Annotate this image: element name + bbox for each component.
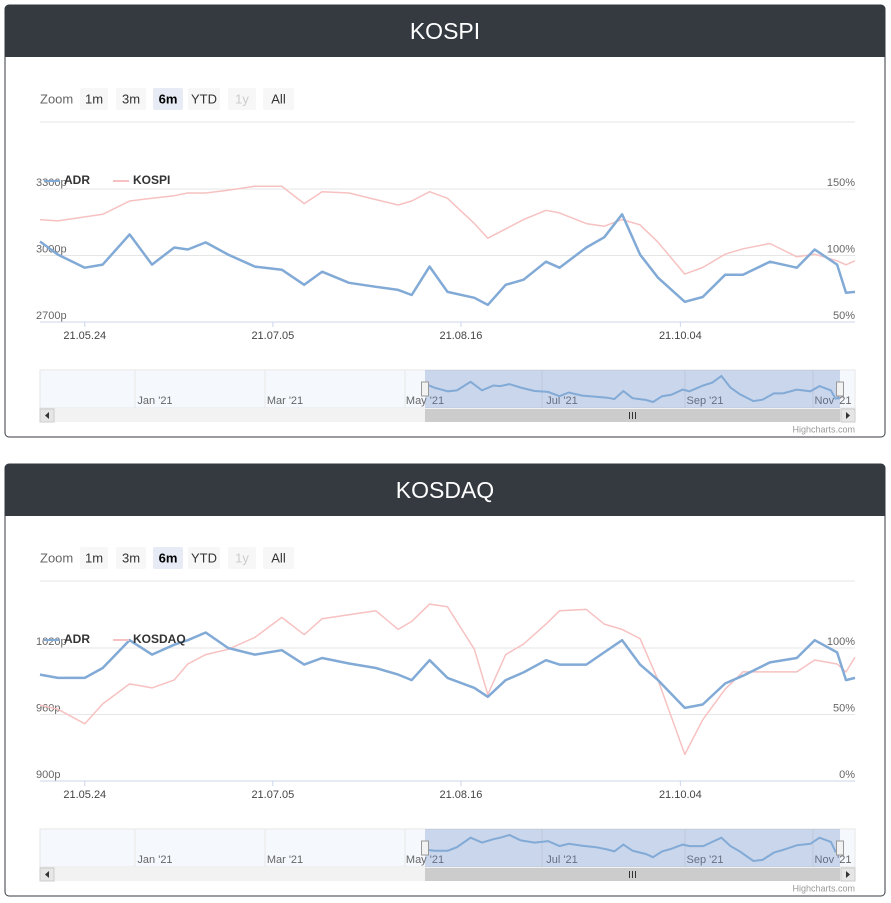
zoom-button[interactable] [116, 547, 146, 569]
zoom-label: Zoom [40, 91, 73, 106]
x-tick-label: 21.10.04 [659, 789, 702, 801]
zoom-button[interactable] [80, 547, 108, 569]
zoom-button-label: All [271, 550, 286, 565]
series-line [39, 213, 856, 307]
zoom-button [228, 547, 256, 569]
x-tick-label: 21.05.24 [63, 330, 106, 342]
zoom-button-label: 3m [122, 550, 140, 565]
y2-tick-label: 100% [827, 243, 855, 255]
navigator-label: Mar '21 [267, 854, 303, 866]
panel-title: KOSDAQ [396, 477, 494, 503]
zoom-button [228, 88, 256, 110]
zoom-button[interactable] [188, 88, 220, 110]
y2-tick-label: 50% [833, 702, 855, 714]
zoom-button-label: 1y [235, 550, 249, 565]
navigator-selection[interactable] [425, 370, 840, 408]
zoom-button-label: 6m [159, 91, 178, 106]
y2-tick-label: 50% [833, 310, 855, 322]
navigator-label: Jan '21 [137, 854, 172, 866]
series-line [39, 185, 856, 275]
legend-label[interactable]: ADR [64, 632, 90, 646]
navigator-label: Nov '21 [815, 854, 852, 866]
navigator-handle[interactable] [836, 840, 844, 856]
panel-title: KOSPI [410, 18, 480, 44]
zoom-button-label: 1m [85, 91, 103, 106]
x-tick-label: 21.05.24 [63, 789, 106, 801]
y2-tick-label: 0% [839, 769, 855, 781]
navigator-label: Jan '21 [137, 395, 172, 407]
navigator-handle[interactable] [836, 381, 844, 397]
scrollbar-arrow [846, 412, 850, 419]
x-tick-label: 21.10.04 [659, 330, 702, 342]
zoom-button-label: YTD [191, 91, 217, 106]
y2-tick-label: 100% [827, 636, 855, 648]
zoom-button-label: 1y [235, 91, 249, 106]
zoom-button[interactable] [116, 88, 146, 110]
y-tick-label: 1020p [36, 636, 67, 648]
navigator-label: Jul '21 [546, 854, 577, 866]
x-tick-label: 21.08.16 [440, 330, 483, 342]
navigator-selection[interactable] [425, 829, 840, 867]
y2-tick-label: 150% [827, 177, 855, 189]
zoom-button-label: YTD [191, 550, 217, 565]
navigator-label: Jul '21 [546, 395, 577, 407]
navigator-label: May '21 [406, 854, 444, 866]
series-line [39, 631, 856, 710]
scrollbar-arrow [45, 412, 49, 419]
zoom-label: Zoom [40, 550, 73, 565]
navigator-label: Mar '21 [267, 395, 303, 407]
zoom-button-label: All [271, 91, 286, 106]
zoom-button-label: 3m [122, 91, 140, 106]
y-tick-label: 3300p [36, 177, 67, 189]
credits[interactable]: Highcharts.com [792, 883, 855, 893]
zoom-button[interactable] [80, 88, 108, 110]
x-tick-label: 21.07.05 [251, 330, 294, 342]
navigator-label: Nov '21 [815, 395, 852, 407]
scrollbar-arrow [846, 871, 850, 878]
panel-header [5, 464, 885, 516]
navigator-label: May '21 [406, 395, 444, 407]
zoom-button-label: 6m [159, 550, 178, 565]
navigator-label: Sep '21 [687, 854, 724, 866]
series-line [39, 603, 856, 756]
zoom-button[interactable] [263, 547, 294, 569]
legend-label[interactable]: ADR [64, 173, 90, 187]
scrollbar-grip [629, 412, 636, 419]
navigator-line [424, 833, 841, 863]
credits[interactable]: Highcharts.com [792, 424, 855, 434]
x-tick-label: 21.08.16 [440, 789, 483, 801]
zoom-button[interactable] [153, 88, 183, 110]
legend-label[interactable]: KOSPI [133, 173, 170, 187]
navigator [39, 828, 856, 868]
navigator [39, 369, 856, 409]
zoom-button[interactable] [153, 547, 183, 569]
y-tick-label: 900p [36, 769, 60, 781]
x-tick-label: 21.07.05 [251, 789, 294, 801]
zoom-button-label: 1m [85, 550, 103, 565]
navigator-handle[interactable] [421, 840, 429, 856]
y-tick-label: 2700p [36, 310, 67, 322]
zoom-button[interactable] [188, 547, 220, 569]
zoom-button[interactable] [263, 88, 294, 110]
legend-label[interactable]: KOSDAQ [133, 632, 186, 646]
scrollbar-arrow [45, 871, 49, 878]
panel-header [5, 5, 885, 57]
scrollbar-grip [629, 871, 636, 878]
navigator-label: Sep '21 [687, 395, 724, 407]
navigator-line [424, 374, 841, 404]
navigator-handle[interactable] [421, 381, 429, 397]
